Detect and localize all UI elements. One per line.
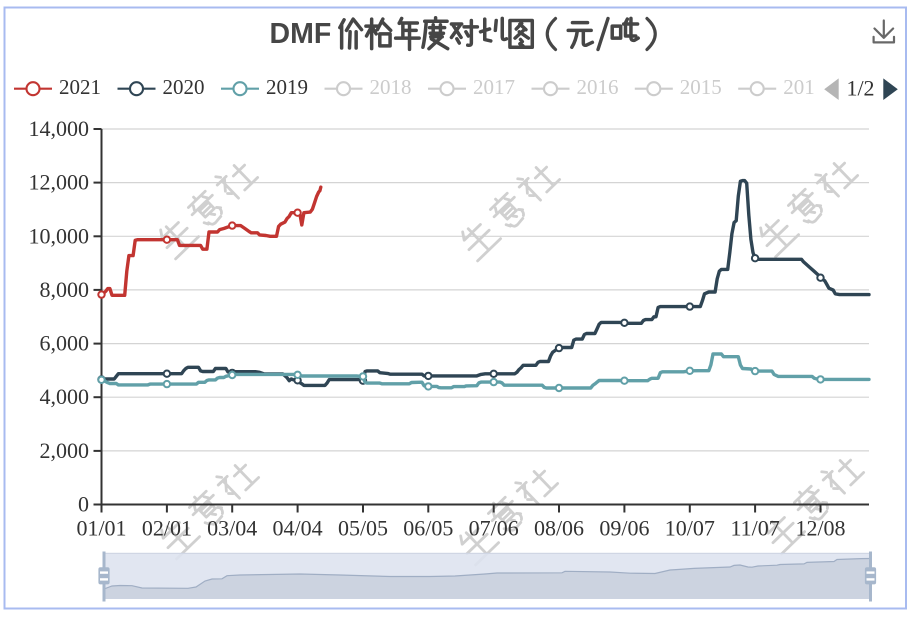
svg-text:07/06: 07/06 xyxy=(469,515,519,540)
svg-text:04/04: 04/04 xyxy=(273,515,323,540)
svg-text:2018: 2018 xyxy=(370,75,412,99)
svg-text:08/06: 08/06 xyxy=(534,515,584,540)
svg-text:2021: 2021 xyxy=(59,75,101,99)
svg-text:6,000: 6,000 xyxy=(40,331,90,356)
svg-text:12,000: 12,000 xyxy=(29,170,90,195)
svg-text:2019: 2019 xyxy=(266,75,308,99)
svg-text:1/2: 1/2 xyxy=(846,76,874,101)
svg-text:09/06: 09/06 xyxy=(599,515,649,540)
svg-text:03/04: 03/04 xyxy=(207,515,257,540)
svg-text:12/08: 12/08 xyxy=(795,515,845,540)
svg-text:02/01: 02/01 xyxy=(142,515,192,540)
svg-text:2015: 2015 xyxy=(680,75,722,99)
svg-text:05/05: 05/05 xyxy=(338,515,388,540)
svg-text:11/07: 11/07 xyxy=(730,515,779,540)
svg-text:2016: 2016 xyxy=(577,75,619,99)
svg-text:10/07: 10/07 xyxy=(665,515,715,540)
svg-text:14,000: 14,000 xyxy=(29,116,90,141)
svg-text:4,000: 4,000 xyxy=(40,384,90,409)
svg-text:2,000: 2,000 xyxy=(40,438,90,463)
svg-text:01/01: 01/01 xyxy=(76,515,126,540)
svg-text:8,000: 8,000 xyxy=(40,277,90,302)
svg-text:DMF: DMF xyxy=(270,18,332,50)
svg-text:2017: 2017 xyxy=(473,75,515,99)
svg-text:201: 201 xyxy=(783,75,815,99)
svg-text:06/05: 06/05 xyxy=(403,515,453,540)
svg-text:10,000: 10,000 xyxy=(29,223,90,248)
svg-text:0: 0 xyxy=(78,492,89,517)
svg-text:2020: 2020 xyxy=(163,75,205,99)
